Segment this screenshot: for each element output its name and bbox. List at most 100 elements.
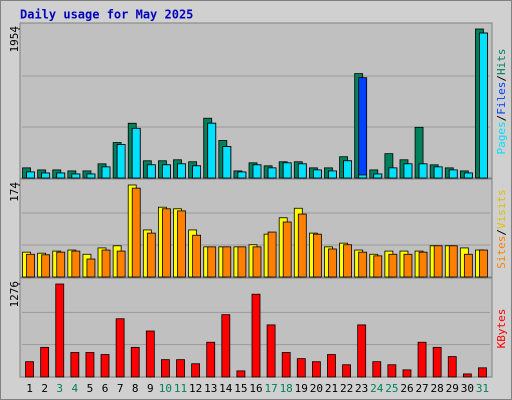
y-tick-label: 1954 bbox=[8, 26, 21, 53]
bar bbox=[433, 166, 443, 179]
bar bbox=[130, 346, 140, 378]
bar bbox=[463, 253, 473, 278]
bar bbox=[358, 251, 368, 278]
legend-entry: Visits bbox=[495, 189, 508, 229]
bar bbox=[41, 254, 51, 278]
bar bbox=[343, 160, 352, 179]
x-tick-label: 27 bbox=[415, 382, 428, 395]
bar bbox=[162, 164, 171, 179]
bar bbox=[251, 293, 261, 378]
bar bbox=[162, 208, 171, 278]
bar bbox=[56, 251, 66, 278]
bar bbox=[267, 167, 277, 179]
bar bbox=[448, 245, 458, 278]
bar bbox=[101, 249, 111, 278]
bar bbox=[56, 172, 66, 179]
x-tick-label: 5 bbox=[87, 382, 94, 395]
bar bbox=[388, 253, 398, 278]
x-tick-label: 9 bbox=[147, 382, 154, 395]
legend-entry: Pages bbox=[495, 121, 508, 154]
bar bbox=[267, 231, 277, 278]
bar bbox=[206, 341, 216, 378]
legend-entry: Hits bbox=[495, 49, 508, 76]
bar bbox=[146, 164, 156, 179]
bar bbox=[462, 373, 472, 378]
bar bbox=[432, 346, 442, 378]
bar bbox=[403, 253, 413, 278]
x-tick-label: 1 bbox=[26, 382, 33, 395]
bar bbox=[222, 146, 232, 179]
x-tick-label: 26 bbox=[400, 382, 413, 395]
bar bbox=[282, 221, 292, 278]
legend: KBytes bbox=[495, 309, 508, 349]
panel bbox=[19, 22, 493, 179]
x-tick-label: 30 bbox=[461, 382, 474, 395]
bar bbox=[221, 314, 231, 378]
x-tick-label: 29 bbox=[446, 382, 459, 395]
bar bbox=[311, 361, 321, 378]
bar bbox=[236, 370, 246, 378]
bar bbox=[282, 162, 292, 179]
x-tick-label: 17 bbox=[264, 382, 277, 395]
legend-separator: / bbox=[495, 75, 508, 82]
bar bbox=[388, 167, 398, 179]
bar bbox=[55, 283, 65, 378]
bar bbox=[327, 354, 336, 378]
bar bbox=[372, 361, 382, 378]
bar bbox=[342, 364, 351, 378]
bar bbox=[297, 163, 307, 179]
bar bbox=[403, 163, 413, 179]
legend-entry: Files bbox=[495, 82, 508, 115]
legend: Pages/Files/Hits bbox=[495, 49, 508, 155]
bar bbox=[312, 233, 322, 278]
x-tick-label: 13 bbox=[204, 382, 217, 395]
bar bbox=[373, 173, 383, 179]
legend-entry: KBytes bbox=[495, 309, 508, 349]
bar bbox=[145, 330, 155, 378]
bar bbox=[237, 246, 247, 278]
bar bbox=[417, 341, 427, 378]
bar bbox=[222, 246, 232, 278]
bar bbox=[207, 122, 217, 179]
bar bbox=[177, 163, 186, 179]
x-tick-label: 12 bbox=[189, 382, 202, 395]
bar bbox=[478, 367, 487, 378]
bar bbox=[312, 169, 322, 179]
bar bbox=[41, 172, 51, 179]
bar bbox=[85, 352, 95, 378]
bar bbox=[358, 174, 368, 179]
bar bbox=[479, 32, 488, 179]
bar bbox=[177, 210, 186, 278]
x-tick-label: 28 bbox=[431, 382, 444, 395]
bar bbox=[71, 173, 81, 179]
bar bbox=[387, 364, 397, 378]
bar bbox=[70, 352, 80, 378]
bar bbox=[176, 359, 185, 378]
x-tick-label: 21 bbox=[325, 382, 338, 395]
bar bbox=[161, 359, 170, 378]
bar bbox=[86, 258, 96, 278]
chart-title: Daily usage for May 2025 bbox=[20, 8, 193, 22]
x-tick-label: 4 bbox=[72, 382, 79, 395]
bar bbox=[479, 249, 488, 278]
legend-entry: Sites bbox=[495, 236, 508, 269]
x-tick-label: 23 bbox=[355, 382, 368, 395]
bar bbox=[448, 169, 458, 179]
bar bbox=[433, 245, 443, 278]
x-tick-label: 14 bbox=[219, 382, 233, 395]
bar bbox=[373, 255, 383, 278]
x-tick-label: 31 bbox=[476, 382, 489, 395]
x-tick-label: 11 bbox=[174, 382, 187, 395]
bar bbox=[447, 356, 457, 378]
x-tick-label: 18 bbox=[280, 382, 293, 395]
bar bbox=[25, 361, 34, 378]
bar bbox=[297, 213, 307, 278]
x-tick-label: 20 bbox=[310, 382, 323, 395]
bar bbox=[418, 251, 428, 278]
x-tick-label: 15 bbox=[234, 382, 247, 395]
bar bbox=[115, 318, 125, 378]
y-tick-label: 174 bbox=[8, 182, 21, 202]
bar bbox=[191, 363, 201, 378]
bar bbox=[463, 172, 473, 179]
